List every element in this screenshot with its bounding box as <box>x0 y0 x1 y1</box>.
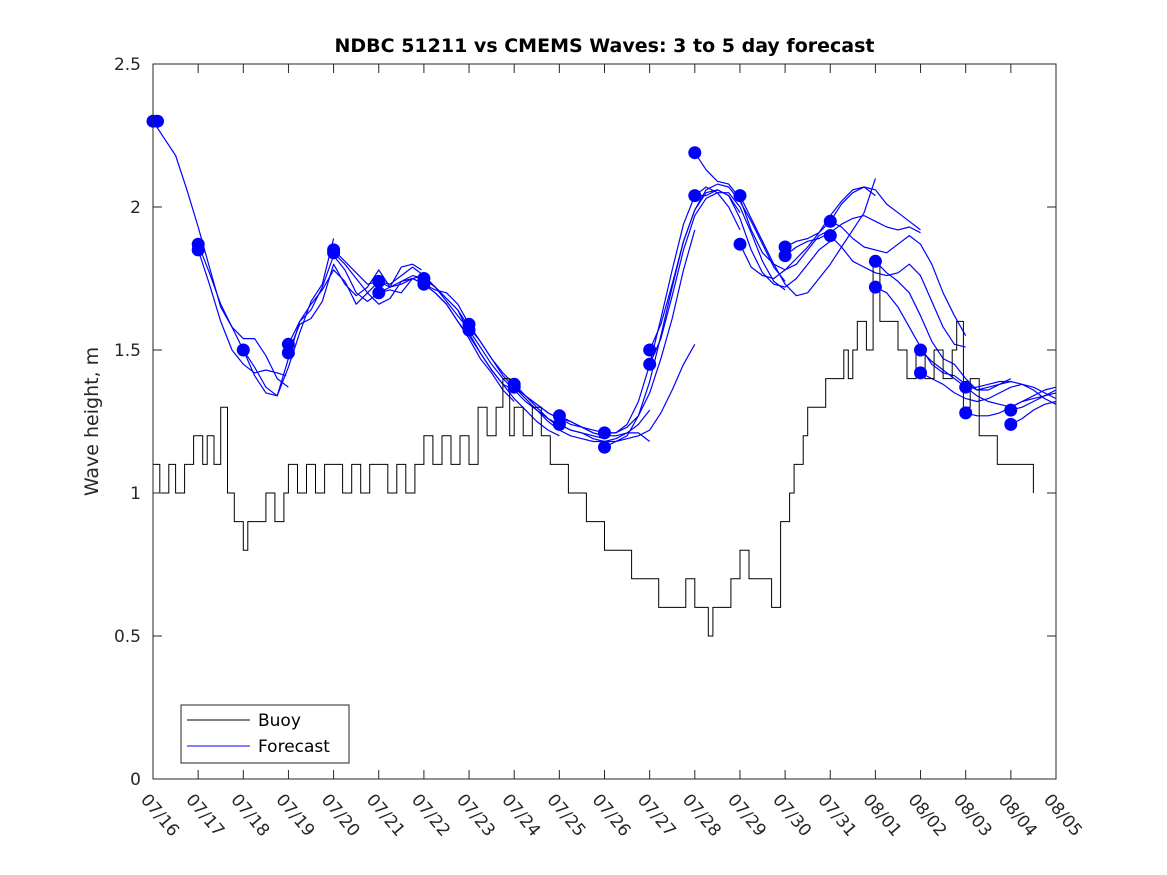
forecast-marker <box>733 189 747 203</box>
buoy-series <box>153 263 1034 637</box>
forecast-marker <box>598 440 611 454</box>
legend: Buoy Forecast <box>180 704 350 764</box>
forecast-run-line <box>830 220 967 336</box>
forecast-run-line <box>739 186 876 280</box>
forecast-marker <box>552 417 566 431</box>
forecast-marker <box>688 146 702 160</box>
forecast-run-line <box>829 235 966 348</box>
forecast-marker <box>281 346 295 360</box>
y-tick-label: 2 <box>130 198 141 218</box>
y-tick-label: 0.5 <box>114 627 141 647</box>
forecast-marker <box>151 114 164 128</box>
forecast-marker <box>598 426 611 440</box>
forecast-run-line <box>1010 400 1057 425</box>
forecast-run-line <box>965 380 1057 400</box>
forecast-marker <box>778 249 792 263</box>
forecast-marker <box>959 380 973 394</box>
y-tick-label: 2.5 <box>114 55 141 75</box>
forecast-run-line <box>152 120 289 388</box>
forecast-marker <box>914 366 927 380</box>
forecast-run-line <box>739 178 876 297</box>
forecast-run-line <box>559 344 696 443</box>
forecast-run-line <box>559 229 696 434</box>
legend-label-forecast: Forecast <box>258 737 330 757</box>
forecast-marker <box>417 277 431 291</box>
y-tick-label: 0 <box>130 770 141 790</box>
forecast-run-line <box>1010 392 1057 411</box>
forecast-marker <box>823 214 837 228</box>
y-axis-label: Wave height, m <box>81 347 103 496</box>
forecast-marker <box>914 343 927 357</box>
forecast-marker <box>1004 403 1018 417</box>
forecast-marker <box>372 274 386 288</box>
forecast-markers <box>146 114 1018 454</box>
y-tick-label: 1.5 <box>114 341 141 361</box>
forecast-run-line <box>694 152 831 271</box>
forecast-run-line <box>649 183 786 351</box>
buoy-line <box>153 263 1034 637</box>
y-tick-label: 1 <box>130 484 141 504</box>
legend-box <box>180 704 350 764</box>
y-axis-ticks: 0 0.5 1 1.5 2 2.5 <box>114 55 1056 790</box>
plot-area <box>153 64 1056 779</box>
forecast-run-line <box>423 283 560 437</box>
forecast-run-line <box>333 249 470 331</box>
forecast-run-line <box>197 249 287 377</box>
forecast-marker <box>507 380 521 394</box>
forecast-run-line <box>197 238 335 397</box>
forecast-run-line <box>287 255 425 345</box>
forecast-run-line <box>784 186 921 248</box>
forecast-marker <box>868 254 882 268</box>
forecast-marker <box>236 343 250 357</box>
forecast-run-line <box>649 192 786 365</box>
forecast-marker <box>733 237 747 251</box>
forecast-marker <box>643 343 657 357</box>
forecast-marker <box>959 406 973 420</box>
forecast-marker <box>462 323 476 337</box>
forecast-run-line <box>287 263 422 354</box>
legend-label-buoy: Buoy <box>258 711 301 731</box>
forecast-run-line <box>920 372 1057 405</box>
chart-title: NDBC 51211 vs CMEMS Waves: 3 to 5 day fo… <box>335 35 875 57</box>
forecast-marker <box>327 246 341 260</box>
forecast-marker <box>1004 417 1018 431</box>
forecast-marker <box>688 189 702 203</box>
forecast-marker <box>191 243 205 257</box>
forecast-marker <box>823 229 837 243</box>
forecast-run-line <box>242 269 380 397</box>
forecast-run-line <box>784 215 921 257</box>
forecast-marker <box>868 280 882 294</box>
forecast-marker <box>643 357 657 371</box>
forecast-run-line <box>513 386 651 443</box>
forecast-run-line <box>694 189 831 288</box>
forecast-marker <box>372 286 386 300</box>
